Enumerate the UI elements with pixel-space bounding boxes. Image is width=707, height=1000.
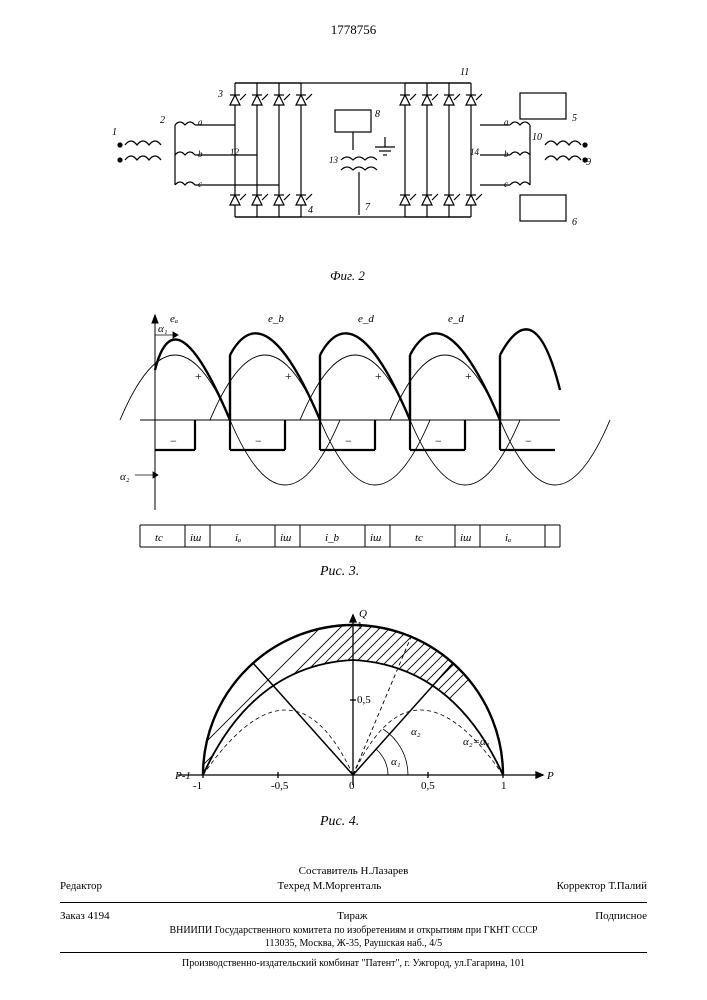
svg-text:iш: iш (280, 532, 291, 544)
svg-text:Q: Q (359, 608, 367, 620)
svg-text:2: 2 (160, 115, 165, 126)
svg-text:7: 7 (365, 202, 371, 213)
svg-text:8: 8 (375, 109, 380, 120)
order-label: Заказ (60, 910, 85, 922)
order-row: Заказ 4194 Тираж Подписное (60, 910, 647, 922)
svg-text:5: 5 (572, 113, 577, 124)
block-5: 5 (520, 93, 577, 124)
editor-label: Редактор (60, 879, 102, 894)
svg-text:b: b (198, 149, 203, 159)
svg-text:-1: -1 (193, 780, 202, 792)
patent-number: 1778756 (0, 22, 707, 38)
svg-text:−: − (345, 434, 352, 448)
fig3-label: Рис. 3. (319, 564, 359, 579)
svg-text:−: − (170, 434, 177, 448)
techred-label: Техред (277, 880, 309, 892)
figure-3-waveforms: + + + + − − − − − eₐ e_b e_d e_d α₁ α₂ (0, 295, 707, 585)
svg-text:α₁: α₁ (158, 323, 168, 335)
svg-text:P-1: P-1 (174, 770, 191, 782)
svg-text:tс: tс (155, 532, 163, 544)
compiler-label: Составитель (299, 865, 358, 877)
svg-text:10: 10 (532, 132, 542, 143)
svg-text:4: 4 (308, 205, 313, 216)
figure-2-schematic: 1 2 a b c 3 (0, 55, 707, 285)
svg-text:+: + (465, 369, 472, 383)
svg-text:e_d: e_d (448, 313, 464, 325)
corrector-label: Корректор (557, 880, 606, 892)
svg-text:α₂: α₂ (120, 471, 130, 483)
svg-text:e_b: e_b (268, 313, 284, 325)
divider-2 (60, 952, 647, 953)
svg-text:i_b: i_b (325, 532, 340, 544)
svg-text:iₐ: iₐ (505, 532, 511, 544)
svg-text:α₂=α₁: α₂=α₁ (463, 736, 490, 748)
svg-text:6: 6 (572, 217, 577, 228)
order-num: 4194 (88, 910, 110, 922)
svg-text:1: 1 (357, 620, 363, 632)
svg-text:iш: iш (190, 532, 201, 544)
svg-text:α₁: α₁ (391, 756, 401, 768)
svg-text:iₐ: iₐ (235, 532, 241, 544)
svg-text:P: P (546, 770, 554, 782)
svg-text:1: 1 (112, 127, 117, 138)
svg-text:e_d: e_d (358, 313, 374, 325)
block-6: 6 (520, 195, 577, 228)
svg-text:c: c (198, 179, 202, 189)
svg-text:0: 0 (349, 780, 355, 792)
address: 113035, Москва, Ж-35, Раушская наб., 4/5 (60, 937, 647, 950)
svg-text:13: 13 (329, 155, 339, 165)
svg-text:tс: tс (415, 532, 423, 544)
svg-text:-0,5: -0,5 (271, 780, 289, 792)
divider-1 (60, 902, 647, 903)
patent-page: 1778756 1 2 a b c (0, 0, 707, 1000)
svg-text:−: − (525, 434, 532, 448)
svg-text:0,5: 0,5 (357, 694, 371, 706)
svg-text:9: 9 (586, 157, 591, 168)
svg-text:iш: iш (460, 532, 471, 544)
figure-4-polar: -1 -0,5 0 0,5 1 0,5 1 P Q P-1 α₁ α₂ α₂=α… (0, 605, 707, 835)
svg-text:iш: iш (370, 532, 381, 544)
transformer-left: 1 2 a b c (112, 115, 203, 189)
svg-text:c: c (504, 179, 508, 189)
credits: Составитель Н.Лазарев Редактор Техред М.… (60, 860, 647, 895)
svg-text:−: − (435, 434, 442, 448)
svg-text:eₐ: eₐ (170, 313, 178, 325)
svg-text:14: 14 (470, 147, 480, 157)
svg-text:+: + (375, 369, 382, 383)
svg-text:+: + (195, 369, 202, 383)
fig4-label: Рис. 4. (319, 814, 359, 829)
transformer-right: 10 a b c 9 (504, 117, 591, 189)
footer: Производственно-издательский комбинат "П… (60, 958, 647, 969)
svg-text:11: 11 (460, 67, 469, 78)
center-block: 8 7 13 (329, 109, 395, 215)
tirazh: Тираж (337, 910, 367, 922)
compiler-name: Н.Лазарев (361, 865, 409, 877)
thyristor-bridge-1: 3 4 12 (217, 83, 313, 217)
svg-text:−: − (255, 434, 262, 448)
signed: Подписное (595, 910, 647, 922)
thyristor-bridge-2: 11 14 (400, 67, 482, 217)
fig2-label: Фиг. 2 (330, 268, 365, 283)
svg-text:3: 3 (217, 89, 223, 100)
svg-text:b: b (504, 149, 509, 159)
svg-text:+: + (285, 369, 292, 383)
svg-text:α₂: α₂ (411, 726, 421, 738)
corrector-name: Т.Палий (608, 880, 647, 892)
institution-block: ВНИИПИ Государственного комитета по изоб… (60, 924, 647, 950)
svg-text:0,5: 0,5 (421, 780, 435, 792)
techred-name: М.Моргенталь (313, 880, 382, 892)
institution: ВНИИПИ Государственного комитета по изоб… (60, 924, 647, 937)
svg-text:1: 1 (501, 780, 507, 792)
